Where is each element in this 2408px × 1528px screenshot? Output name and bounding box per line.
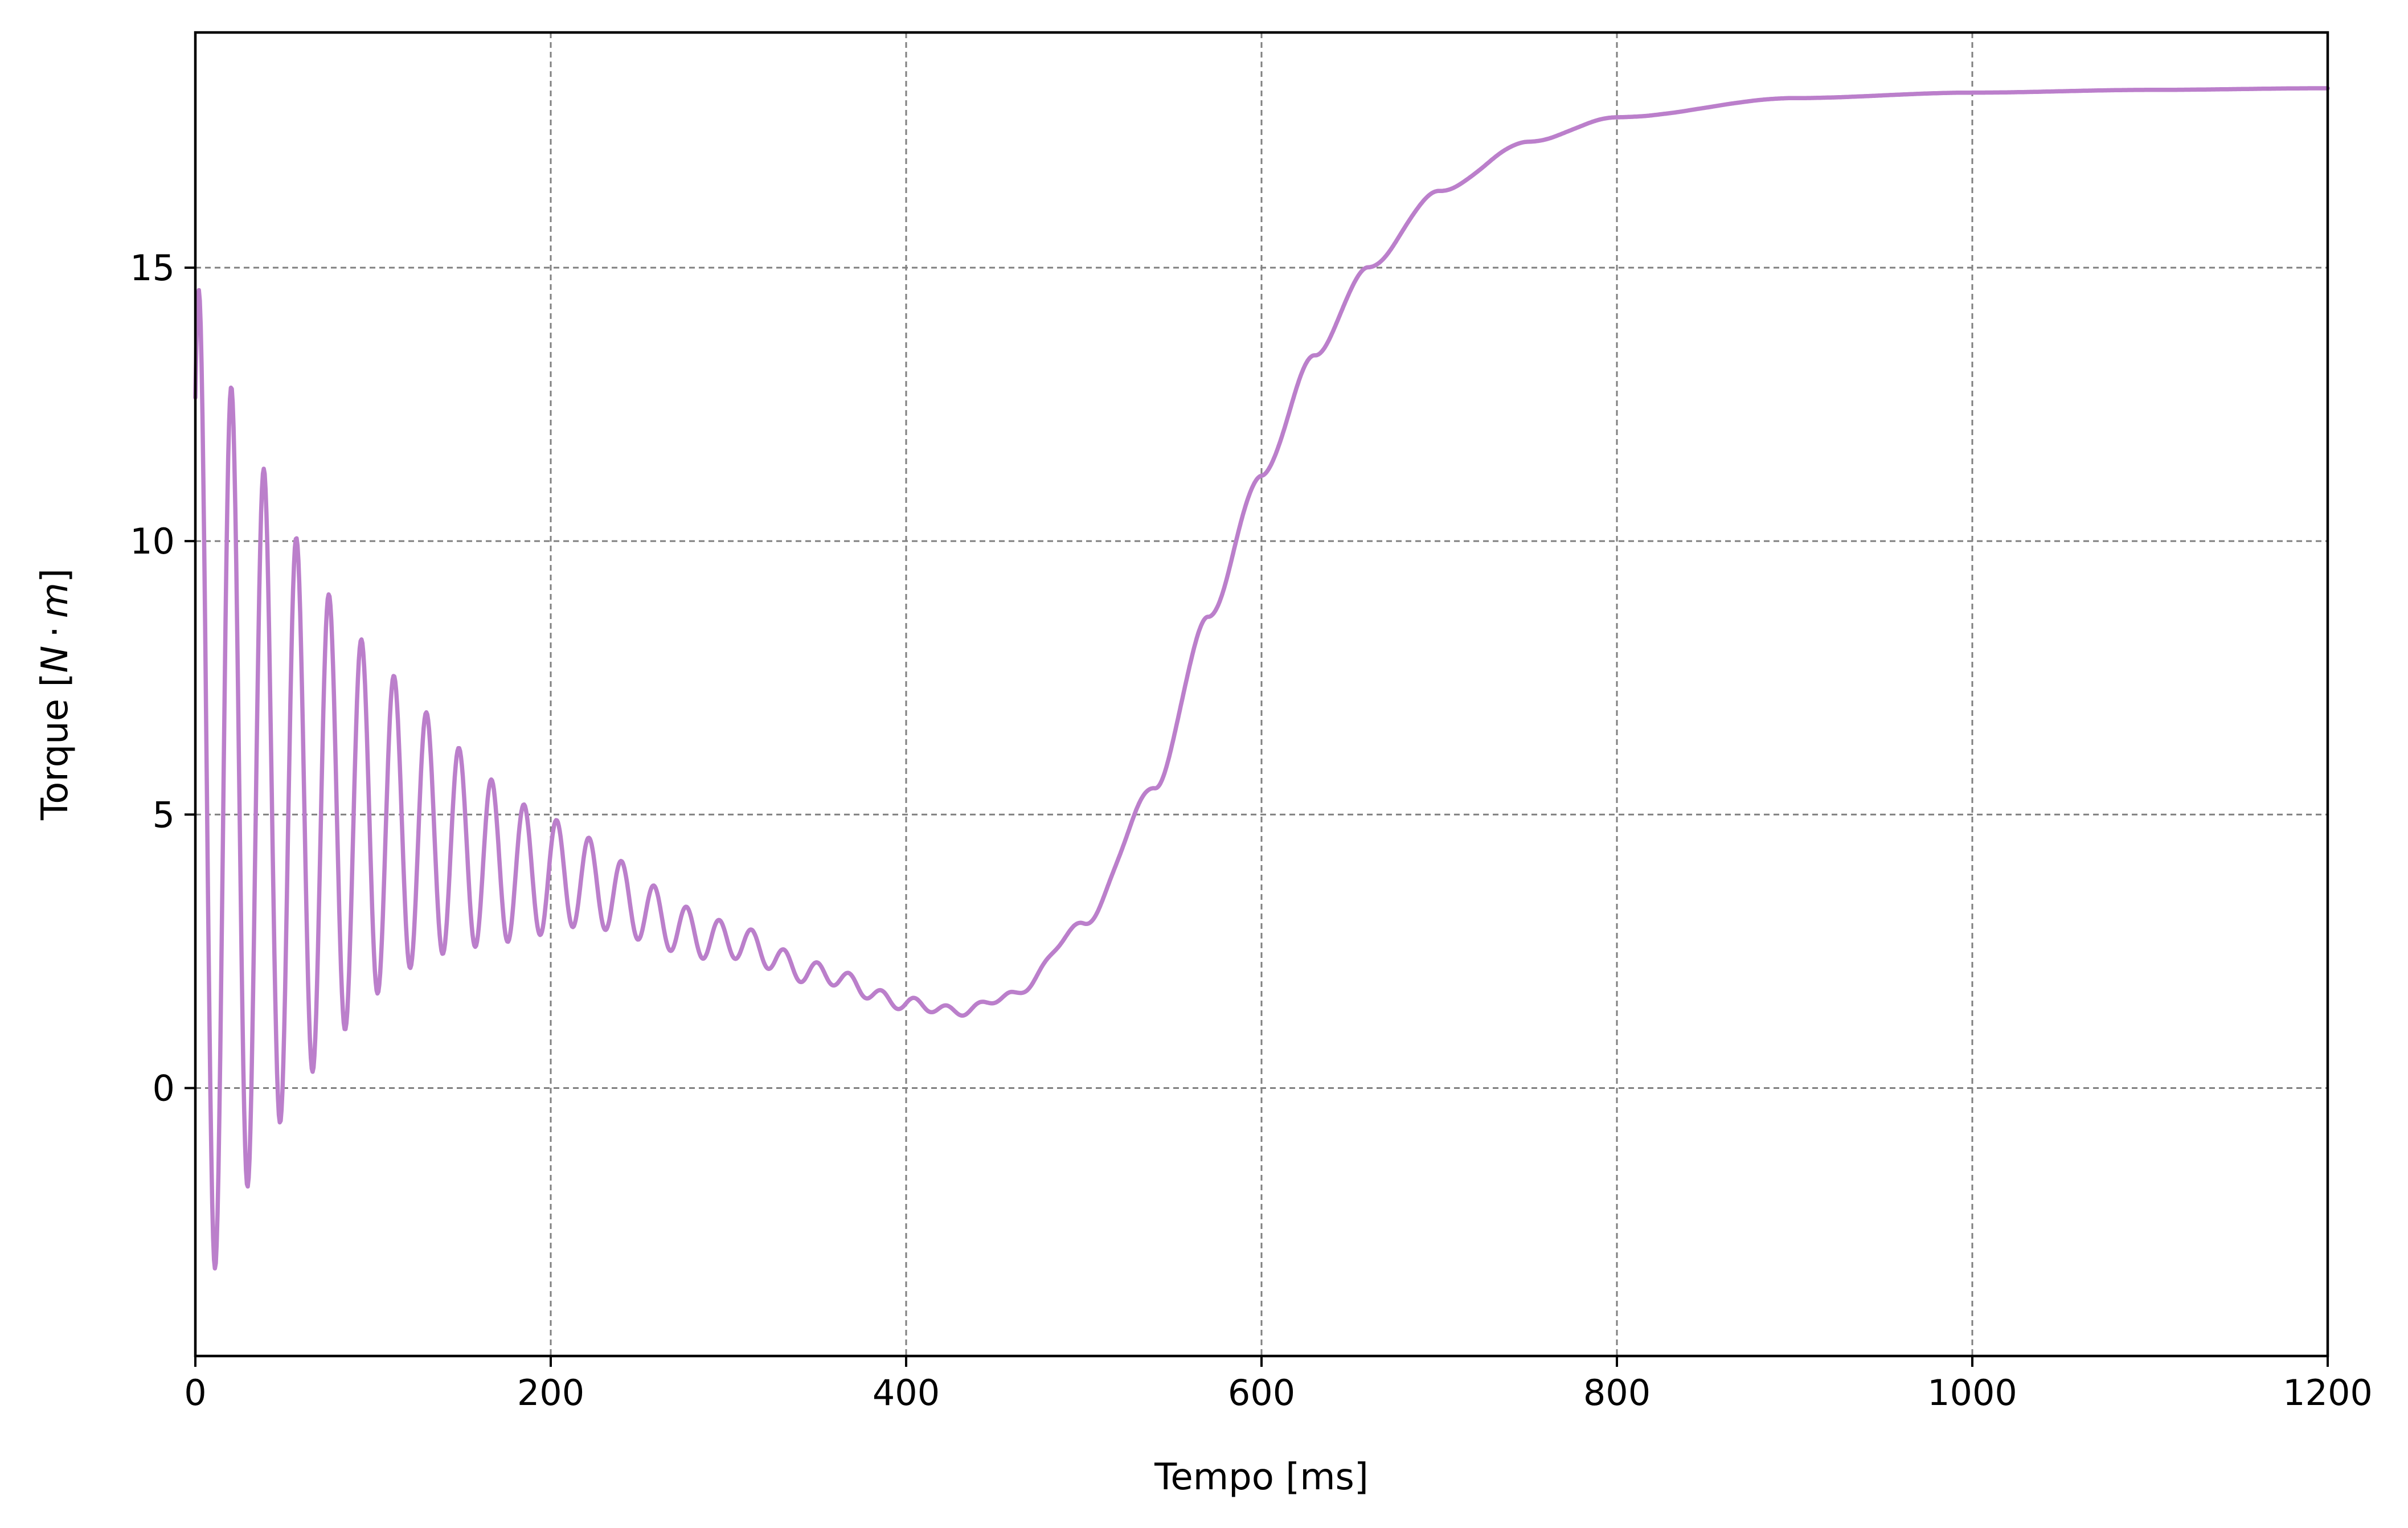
x-tick-label: 600 [1228,1372,1295,1414]
y-tick-label: 10 [130,521,175,562]
torque-series-line [193,86,2330,1271]
x-tick-label: 200 [517,1372,584,1414]
y-tick-label: 15 [130,247,175,289]
grid-lines [195,32,2328,1356]
y-tick-label: 0 [153,1067,175,1109]
x-tick-label: 1000 [1927,1372,2017,1414]
x-tick-label: 1200 [2283,1372,2373,1414]
y-axis: 0 5 10 15 [130,247,195,1109]
y-axis-label: Torque [N · m] [34,568,76,821]
x-tick-label: 800 [1583,1372,1651,1414]
y-axis-label-dot: · [34,626,76,637]
y-axis-label-m: m [34,583,76,618]
x-tick-label: 400 [873,1372,940,1414]
x-axis-label: Tempo [ms] [1154,1456,1369,1498]
x-tick-label: 0 [184,1372,206,1414]
y-axis-label-suffix: ] [34,568,76,583]
x-axis: 0 200 400 600 800 1000 1200 [184,1356,2373,1414]
y-axis-label-n: N [34,646,76,673]
data-layer [193,86,2330,1271]
y-axis-label-prefix: Torque [ [34,673,76,821]
y-tick-label: 5 [153,794,175,835]
